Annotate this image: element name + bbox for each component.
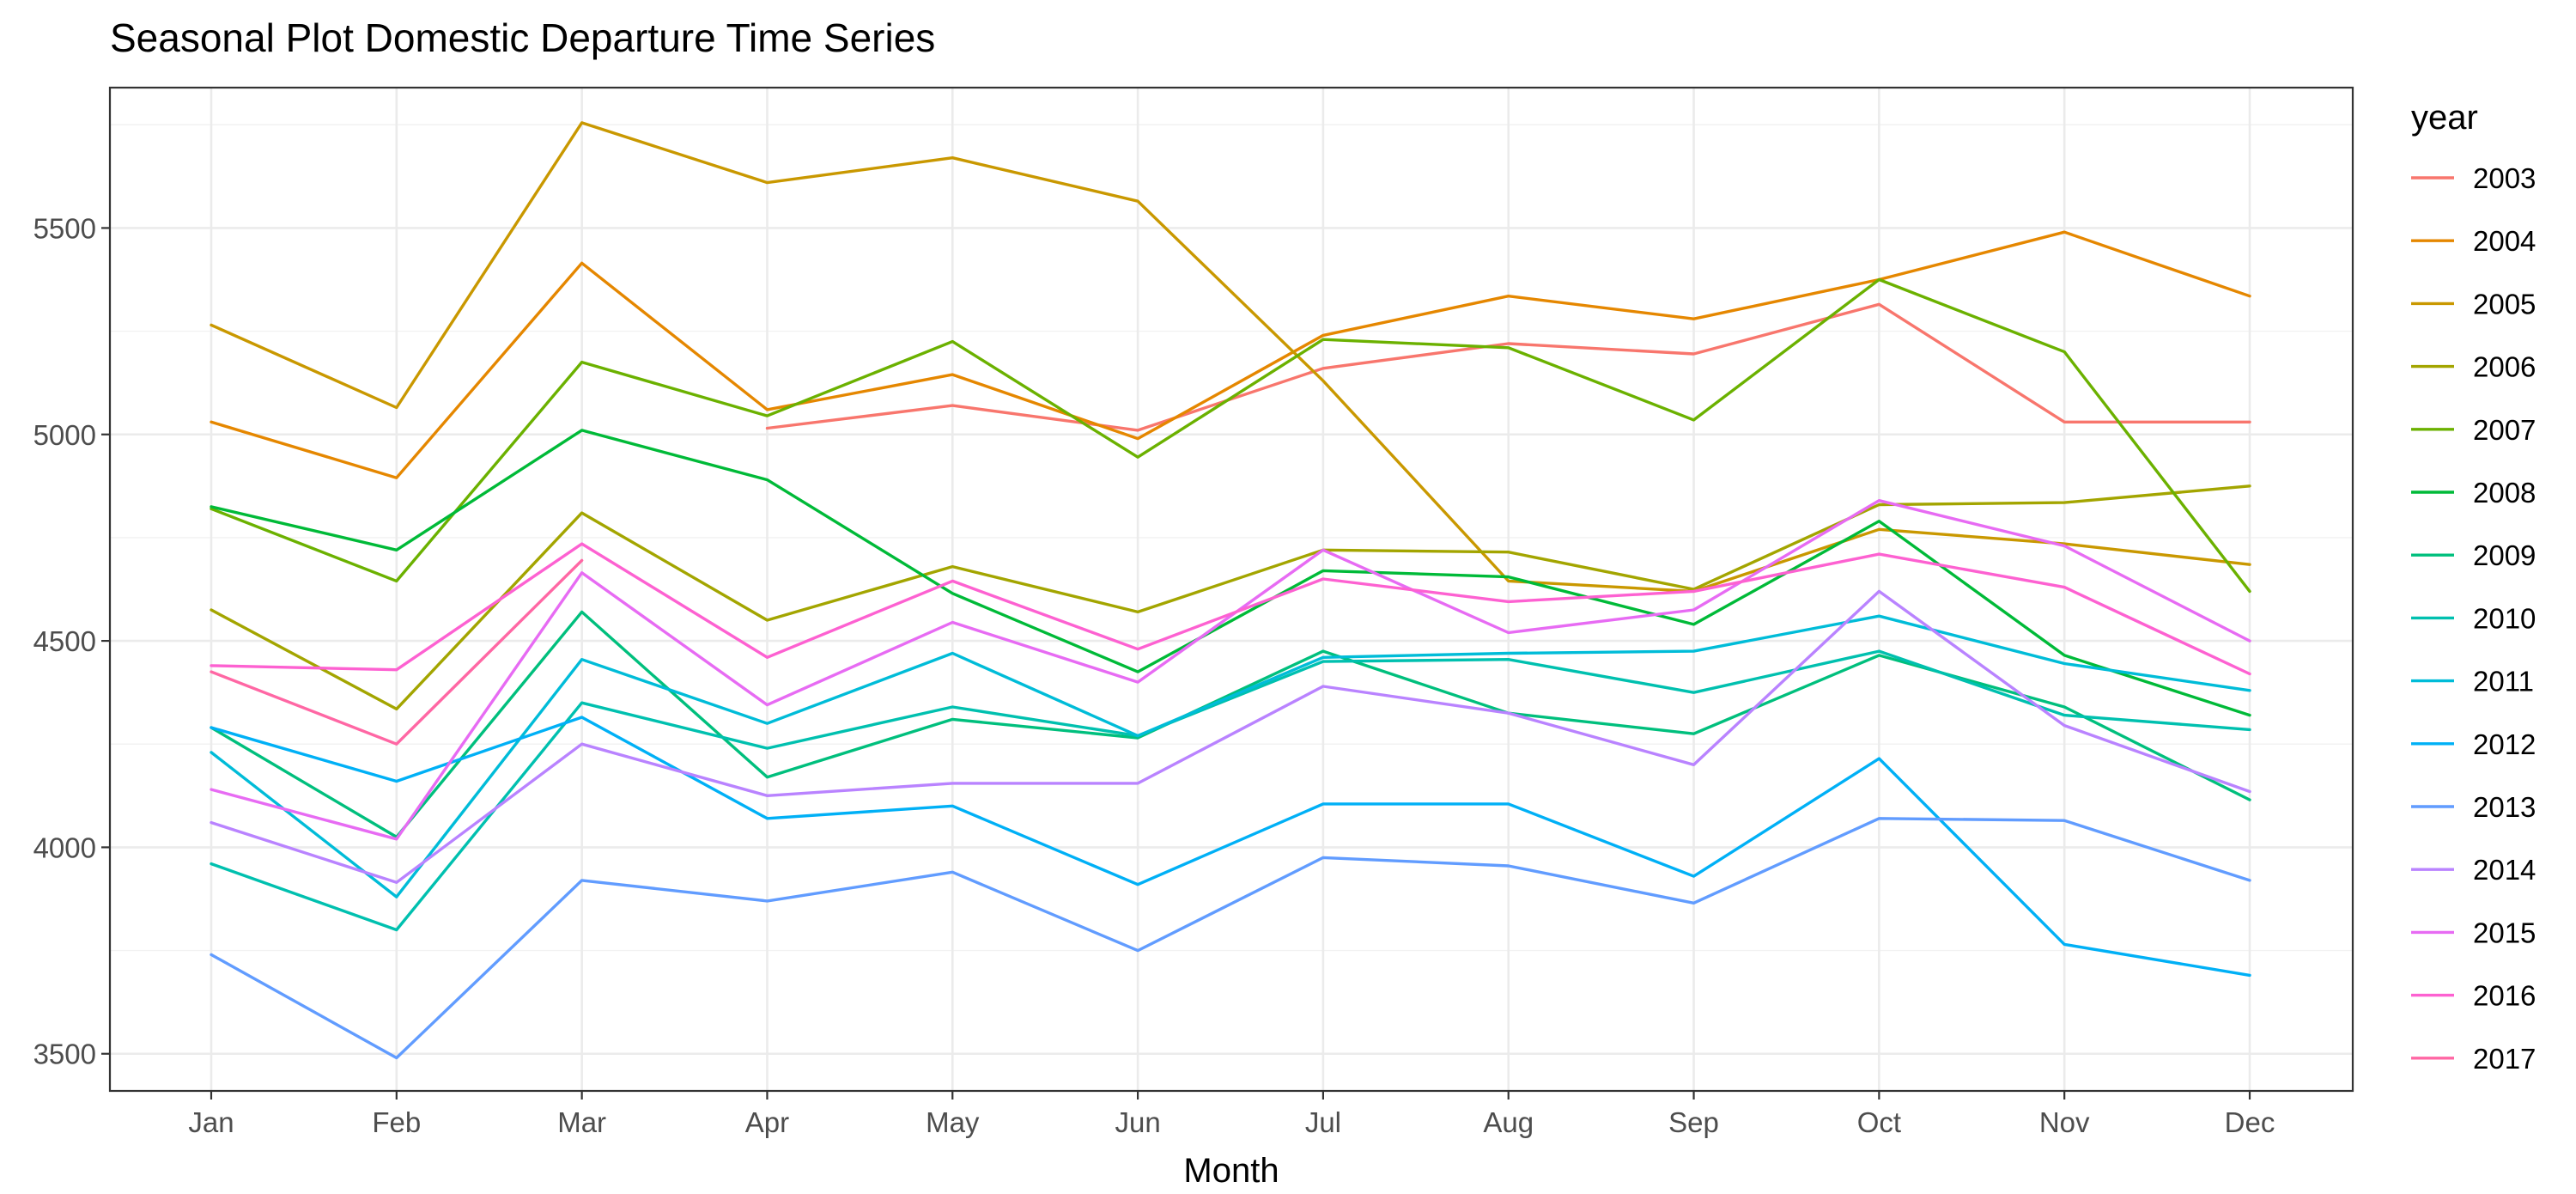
legend-label-2017: 2017 [2473,1043,2536,1075]
y-tick-label: 5000 [33,419,96,451]
series-line-2011 [210,614,2251,899]
legend-label-2016: 2016 [2473,980,2536,1012]
y-tick-label: 4500 [33,625,96,657]
panel-border [108,86,2354,1093]
x-tick-label: Apr [745,1106,789,1138]
x-tick-label: Mar [557,1106,606,1138]
x-tick-label: Dec [2225,1106,2275,1138]
grid-layer [110,88,2353,1091]
x-tick-label: Jul [1305,1106,1341,1138]
x-tick-label: Jun [1115,1106,1160,1138]
series-line-2009 [210,610,2251,839]
series-line-2010 [210,649,2251,932]
y-tick-label: 5500 [33,212,96,244]
legend-label-2008: 2008 [2473,477,2536,509]
series-line-2003 [765,302,2251,432]
series-line-2017 [210,558,584,746]
legend-label-2011: 2011 [2473,666,2534,698]
series-line-2016 [210,542,2251,676]
chart-title: Seasonal Plot Domestic Departure Time Se… [110,15,935,60]
y-tick-label: 3500 [33,1039,96,1070]
series-line-2004 [210,230,2251,479]
x-tick-label: Aug [1483,1106,1534,1138]
x-tick-label: May [926,1106,980,1138]
series-line-2012 [210,716,2251,978]
series-line-2014 [210,589,2251,884]
series-line-2013 [210,817,2251,1060]
legend-label-2010: 2010 [2473,602,2536,634]
x-tick-label: Jan [188,1106,234,1138]
legend-label-2014: 2014 [2473,854,2536,886]
y-tick-label: 4000 [33,832,96,863]
legend-label-2012: 2012 [2473,728,2536,760]
legend-label-2013: 2013 [2473,791,2536,823]
x-tick-label: Sep [1668,1106,1719,1138]
series-line-2015 [210,499,2251,841]
legend-label-2006: 2006 [2473,351,2536,383]
legend-title: year [2411,99,2478,137]
legend: 2003 2004 2005 2006 2007 2008 2009 2010 2011 2012… [2411,162,2536,1075]
legend-label-2003: 2003 [2473,162,2536,194]
x-tick-label: Feb [372,1106,421,1138]
legend-label-2009: 2009 [2473,539,2536,571]
axis-layer: 3500 4000 4500 5000 5500 Jan Feb Mar Apr May Jun Ju… [33,212,2275,1138]
legend-label-2005: 2005 [2473,288,2536,320]
legend-label-2015: 2015 [2473,917,2536,948]
x-tick-label: Oct [1857,1106,1901,1138]
series-layer [210,121,2251,1060]
legend-label-2007: 2007 [2473,414,2536,446]
series-line-2005 [210,121,2251,594]
series-line-2007 [210,277,2251,594]
series-line-2008 [210,429,2251,717]
x-tick-label: Nov [2039,1106,2090,1138]
series-line-2006 [210,484,2251,711]
x-axis-title: Month [1183,1152,1279,1190]
legend-label-2004: 2004 [2473,225,2536,257]
